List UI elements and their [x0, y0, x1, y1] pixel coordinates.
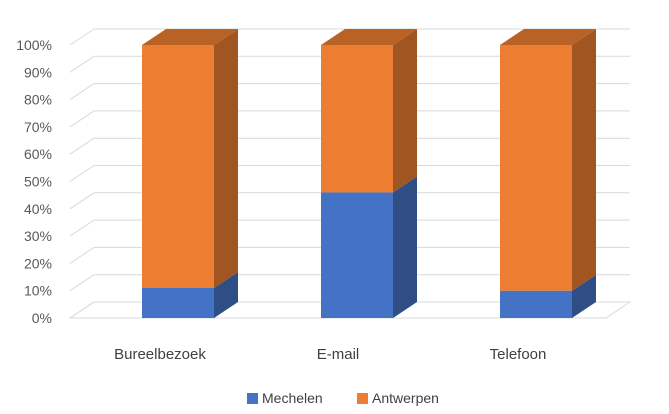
bar-segment	[500, 29, 596, 291]
y-axis-tick-labels: 0% 10% 20% 30% 40% 50% 60% 70% 80% 90% 100%	[16, 37, 52, 326]
y-tick-label: 90%	[24, 64, 52, 80]
bar-stack	[500, 29, 596, 318]
y-tick-label: 0%	[32, 310, 52, 326]
legend: Mechelen Antwerpen	[247, 390, 439, 406]
legend-item: Mechelen	[247, 390, 323, 406]
bar-stack	[321, 29, 417, 318]
y-tick-label: 10%	[24, 283, 52, 299]
bar-stack	[142, 29, 238, 318]
bars	[142, 29, 596, 318]
gridline-depth	[69, 274, 95, 292]
bar-front	[321, 192, 393, 318]
x-category-label: Bureelbezoek	[114, 346, 206, 363]
gridline-depth	[69, 192, 95, 210]
y-tick-label: 30%	[24, 228, 52, 244]
legend-item: Antwerpen	[357, 390, 439, 406]
bar-segment	[142, 271, 238, 318]
gridline-depth	[69, 246, 95, 264]
y-tick-label: 70%	[24, 119, 52, 135]
legend-label: Mechelen	[262, 390, 323, 406]
y-tick-label: 20%	[24, 255, 52, 271]
bar-side	[214, 271, 238, 318]
bar-side	[572, 29, 596, 291]
bar-front	[321, 45, 393, 193]
bar-segment	[142, 29, 238, 288]
bar-side	[393, 29, 417, 193]
y-tick-label: 40%	[24, 201, 52, 217]
gridline-depth	[69, 83, 95, 101]
y-tick-label: 100%	[16, 37, 52, 53]
bar-segment	[321, 29, 417, 193]
x-category-label: E-mail	[317, 346, 360, 363]
gridline-depth	[69, 28, 95, 46]
bar-top	[321, 29, 417, 45]
bar-front	[500, 290, 572, 318]
gridline-depth	[69, 55, 95, 73]
bar-top	[142, 29, 238, 45]
bar-side	[572, 274, 596, 318]
x-category-label: Telefoon	[490, 346, 547, 363]
bar-side	[393, 176, 417, 318]
bar-front	[500, 45, 572, 291]
x-axis-category-labels: Bureelbezoek E-mail Telefoon	[114, 346, 546, 363]
y-tick-label: 60%	[24, 146, 52, 162]
gridline-depth	[69, 165, 95, 182]
gridline-depth	[69, 219, 95, 237]
bar-segment	[321, 176, 417, 318]
bar-front	[142, 287, 214, 318]
y-tick-label: 80%	[24, 92, 52, 108]
legend-label: Antwerpen	[372, 390, 439, 406]
gridline-depth	[69, 110, 95, 128]
bar-top	[500, 29, 596, 45]
bar-segment	[500, 274, 596, 318]
bar-side	[214, 29, 238, 288]
bar-front	[142, 45, 214, 288]
gridline-depth	[69, 137, 95, 155]
legend-swatch	[357, 393, 368, 404]
y-tick-label: 50%	[24, 174, 52, 190]
floor-outline	[68, 301, 632, 319]
chart-floor	[68, 301, 632, 319]
legend-swatch	[247, 393, 258, 404]
